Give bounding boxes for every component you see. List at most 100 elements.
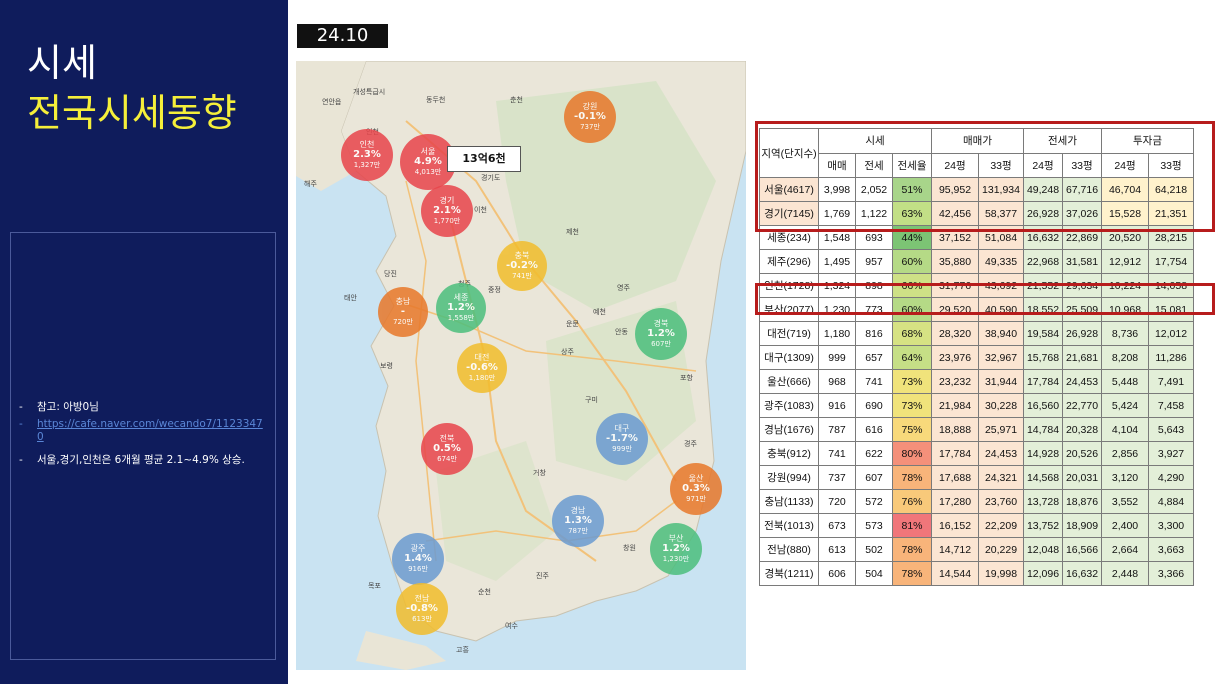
- bubble-name: 인천: [359, 140, 375, 149]
- bubble-price: 1,327만: [353, 161, 381, 169]
- row-jeonse-33: 25,509: [1062, 297, 1102, 322]
- region-bubble-chungnam[interactable]: 충남 -720만: [378, 287, 428, 337]
- row-jeonse-index: 898: [855, 273, 893, 298]
- region-bubble-gangwon[interactable]: 강원 -0.1% 737만: [564, 91, 616, 143]
- region-bubble-gyeongnam[interactable]: 경남 1.3% 787만: [552, 495, 604, 547]
- row-sale-33: 23,760: [978, 489, 1024, 514]
- row-sale-33: 43,692: [978, 273, 1024, 298]
- row-invest-33: 64,218: [1148, 177, 1194, 202]
- region-bubble-seoul[interactable]: 서울 4.9% 4,013만: [400, 134, 456, 190]
- row-region: 제주(296): [759, 249, 819, 274]
- row-region: 경북(1211): [759, 561, 819, 586]
- bubble-change: 0.3%: [682, 483, 710, 494]
- row-jeonse-rate: 78%: [892, 465, 932, 490]
- region-bubble-incheon[interactable]: 인천 2.3% 1,327만: [341, 129, 393, 181]
- bubble-change: 1.3%: [564, 515, 592, 526]
- row-jeonse-33: 24,453: [1062, 369, 1102, 394]
- row-invest-33: 11,286: [1148, 345, 1194, 370]
- header-invest: 투자금: [1101, 128, 1194, 154]
- map-label: 영주: [617, 284, 630, 292]
- bubble-change: 1.2%: [647, 328, 675, 339]
- row-invest-33: 14,058: [1148, 273, 1194, 298]
- bubble-change: 1.2%: [447, 302, 475, 313]
- map-label: 보령: [380, 362, 393, 370]
- bubble-price: 737만: [580, 123, 600, 131]
- bubble-name: 강원: [582, 102, 598, 111]
- map-label: 구미: [585, 396, 598, 404]
- row-jeonse-index: 607: [855, 465, 893, 490]
- region-bubble-busan[interactable]: 부산 1.2% 1,230만: [650, 523, 702, 575]
- row-invest-24: 3,120: [1101, 465, 1149, 490]
- region-bubble-daegu[interactable]: 대구 -1.7% 999만: [596, 413, 648, 465]
- region-bubble-jeonbuk[interactable]: 전북 0.5% 674만: [421, 423, 473, 475]
- map-label: 안동: [615, 328, 628, 336]
- note-item: - 참고: 아방0님: [19, 401, 99, 413]
- row-sale-24: 95,952: [931, 177, 979, 202]
- region-bubble-gyeonggi[interactable]: 경기 2.1% 1,770만: [421, 185, 473, 237]
- region-bubble-sejong[interactable]: 세종 1.2% 1,558만: [436, 283, 486, 333]
- korea-map[interactable]: 개성특급시 동두천 춘천 연안읍 경기도 해주 인천 이천 제천 당진 청주 영…: [296, 61, 746, 670]
- row-sale-index: 1,180: [818, 321, 856, 346]
- row-jeonse-rate: 80%: [892, 441, 932, 466]
- row-jeonse-24: 12,096: [1023, 561, 1063, 586]
- row-sale-index: 606: [818, 561, 856, 586]
- row-jeonse-index: 741: [855, 369, 893, 394]
- map-label: 해주: [304, 180, 317, 188]
- table-header-row: 지역(단지수) 시세 매매가 전세가 투자금: [759, 128, 1194, 178]
- bubble-change: -1.7%: [606, 433, 638, 444]
- header-sub: 매매: [818, 152, 856, 178]
- bubble-name: 대구: [614, 424, 630, 433]
- row-jeonse-index: 573: [855, 513, 893, 538]
- bubble-name: 충남: [395, 297, 411, 306]
- note-link[interactable]: https://cafe.naver.com/wecando7/11233470: [37, 418, 263, 443]
- row-invest-24: 10,224: [1101, 273, 1149, 298]
- row-jeonse-index: 957: [855, 249, 893, 274]
- row-sale-33: 58,377: [978, 201, 1024, 226]
- row-jeonse-index: 622: [855, 441, 893, 466]
- header-sub: 전세: [855, 152, 893, 178]
- region-bubble-gyeongbuk[interactable]: 경북 1.2% 607만: [635, 308, 687, 360]
- region-bubble-gwangju[interactable]: 광주 1.4% 916만: [392, 533, 444, 585]
- map-label: 연안읍: [322, 98, 342, 106]
- bubble-change: -0.2%: [506, 260, 538, 271]
- row-jeonse-24: 14,568: [1023, 465, 1063, 490]
- header-sub: 전세율: [892, 152, 932, 178]
- page-subtitle: 전국시세동향: [27, 91, 237, 135]
- bubble-change: 2.1%: [433, 205, 461, 216]
- row-jeonse-index: 657: [855, 345, 893, 370]
- row-invest-33: 28,215: [1148, 225, 1194, 250]
- row-invest-33: 3,663: [1148, 537, 1194, 562]
- map-label: 예천: [593, 308, 606, 316]
- bubble-price: 787만: [568, 527, 588, 535]
- row-region: 충북(912): [759, 441, 819, 466]
- row-jeonse-index: 816: [855, 321, 893, 346]
- region-bubble-jeonnam[interactable]: 전남 -0.8% 613만: [396, 583, 448, 635]
- row-jeonse-index: 690: [855, 393, 893, 418]
- row-jeonse-24: 16,632: [1023, 225, 1063, 250]
- row-sale-24: 35,880: [931, 249, 979, 274]
- region-bubble-chungbuk[interactable]: 충북 -0.2% 741만: [497, 241, 547, 291]
- row-sale-index: 1,769: [818, 201, 856, 226]
- map-label: 제천: [566, 228, 579, 236]
- row-sale-index: 741: [818, 441, 856, 466]
- row-sale-33: 32,967: [978, 345, 1024, 370]
- row-jeonse-33: 16,566: [1062, 537, 1102, 562]
- row-sale-33: 49,335: [978, 249, 1024, 274]
- bubble-name: 부산: [668, 534, 684, 543]
- row-jeonse-33: 21,681: [1062, 345, 1102, 370]
- row-jeonse-index: 504: [855, 561, 893, 586]
- date-badge: 24.10: [297, 24, 388, 48]
- row-jeonse-24: 21,552: [1023, 273, 1063, 298]
- bubble-change: 0.5%: [433, 443, 461, 454]
- map-label: 경주: [684, 440, 697, 448]
- bubble-change: -0.6%: [466, 362, 498, 373]
- row-invest-24: 5,448: [1101, 369, 1149, 394]
- bubble-price: 607만: [651, 340, 671, 348]
- row-sale-index: 1,230: [818, 297, 856, 322]
- row-sale-24: 42,456: [931, 201, 979, 226]
- row-region: 서울(4617): [759, 177, 819, 202]
- row-region: 대전(719): [759, 321, 819, 346]
- region-bubble-ulsan[interactable]: 울산 0.3% 971만: [670, 463, 722, 515]
- row-jeonse-33: 26,928: [1062, 321, 1102, 346]
- region-bubble-daejeon[interactable]: 대전 -0.6% 1,180만: [457, 343, 507, 393]
